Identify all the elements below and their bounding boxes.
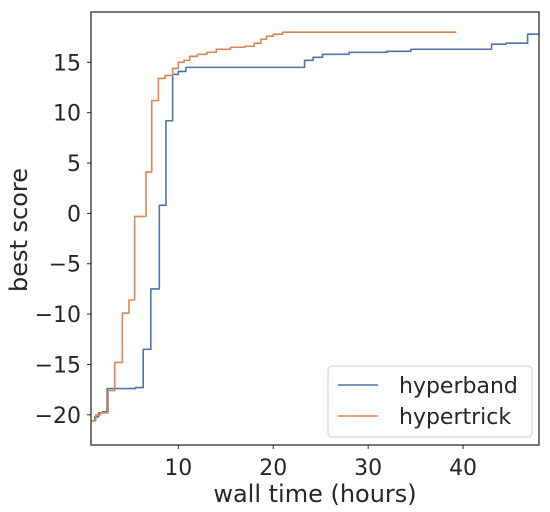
legend-label-hypertrick: hypertrick xyxy=(399,405,511,430)
series-line-hypertrick xyxy=(91,31,457,422)
x-axis-label: wall time (hours) xyxy=(213,480,416,508)
y-tick-label: −15 xyxy=(35,353,81,378)
x-ticks: 10 20 30 40 xyxy=(164,445,477,481)
y-ticks: −20 −15 −10 −5 0 5 10 15 xyxy=(35,51,91,429)
x-tick-label: 40 xyxy=(449,456,477,481)
x-tick-label: 30 xyxy=(354,456,382,481)
x-tick-label: 20 xyxy=(259,456,287,481)
y-tick-label: 10 xyxy=(53,102,81,127)
plot-frame xyxy=(90,11,540,446)
plot-lines xyxy=(91,31,539,422)
legend-box xyxy=(327,365,533,438)
y-tick-label: −10 xyxy=(35,303,81,328)
x-tick-label: 10 xyxy=(164,456,192,481)
legend: hyperband hypertrick xyxy=(327,365,533,438)
legend-label-hyperband: hyperband xyxy=(399,374,518,399)
series-line-hyperband xyxy=(91,33,539,422)
y-tick-label: −20 xyxy=(35,404,81,429)
y-tick-label: 15 xyxy=(53,51,81,76)
y-tick-label: −5 xyxy=(49,253,81,278)
y-axis-label: best score xyxy=(5,168,33,292)
y-tick-label: 5 xyxy=(67,152,81,177)
y-tick-label: 0 xyxy=(67,202,81,227)
